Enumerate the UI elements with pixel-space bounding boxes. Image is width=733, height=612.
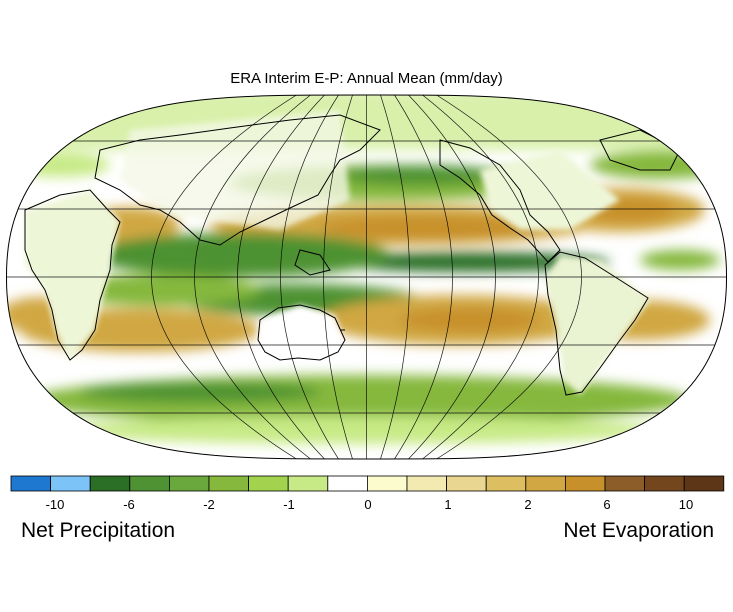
longitude-line [151, 95, 297, 459]
longitude-line [422, 95, 539, 459]
colorbar-tick-label: -2 [203, 497, 215, 512]
colorbar-swatch [129, 475, 170, 492]
colorbar-swatch [366, 475, 408, 492]
colorbar-swatch [525, 475, 566, 492]
longitude-line [436, 95, 582, 459]
colorbar-swatch [168, 475, 210, 492]
colorbar-swatch [604, 475, 645, 492]
colorbar-swatch [406, 475, 447, 492]
colorbar-swatch [565, 475, 606, 492]
colorbar-swatch [446, 475, 487, 492]
colorbar-tick-label: 2 [524, 497, 531, 512]
colorbar-swatch [287, 475, 329, 492]
longitude-line [194, 95, 311, 459]
colorbar-swatch [10, 475, 51, 492]
graticule [6, 95, 727, 459]
map-title: ERA Interim E-P: Annual Mean (mm/day) [230, 70, 503, 87]
colorbar-swatch [248, 475, 289, 492]
colorbar-swatches [10, 475, 725, 492]
coastlines [24, 114, 681, 396]
colorbar-swatch [644, 475, 685, 492]
longitude-line [237, 95, 325, 459]
longitude-line [323, 95, 353, 459]
colorbar-tick-label: 6 [603, 497, 610, 512]
colorbar-tick-label: -10 [46, 497, 65, 512]
colorbar-tick-labels: -10 -6 -2 -1 0 1 2 6 10 [46, 497, 694, 512]
net-precipitation-label: Net Precipitation [21, 519, 176, 542]
longitude-line [280, 95, 339, 459]
colorbar-swatch [50, 475, 91, 492]
colorbar-swatch [683, 475, 725, 492]
colorbar-tick-label: 0 [364, 497, 371, 512]
colorbar-tick-label: 1 [444, 497, 451, 512]
colorbar-tick-label: -1 [283, 497, 295, 512]
longitude-line [394, 95, 453, 459]
colorbar-swatch [485, 475, 527, 492]
land-layer [25, 110, 650, 395]
colorbar-tick-label: -6 [123, 497, 135, 512]
colorbar-swatch [89, 475, 131, 492]
net-evaporation-label: Net Evaporation [563, 519, 714, 542]
colorbar-swatch [327, 475, 368, 492]
longitude-line [380, 95, 410, 459]
colorbar-swatch [208, 475, 249, 492]
colorbar-tick-label: 10 [679, 497, 693, 512]
longitude-line [408, 95, 496, 459]
